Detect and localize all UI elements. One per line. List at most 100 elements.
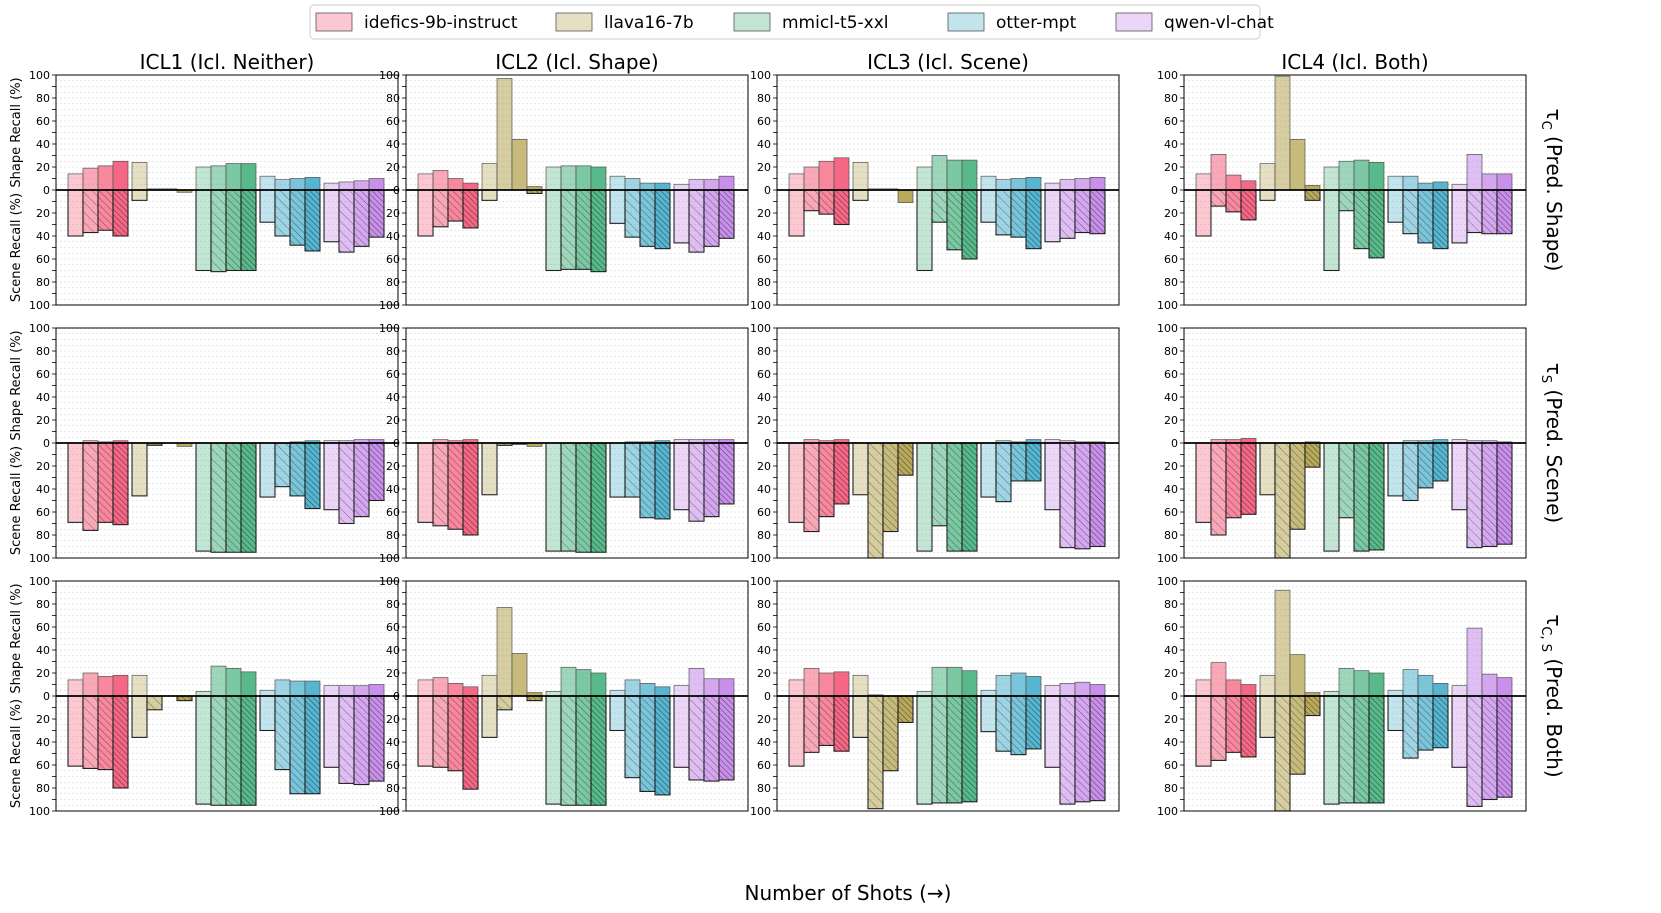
bar-shape-recall bbox=[803, 166, 820, 191]
bar-shape-recall bbox=[1044, 685, 1061, 697]
bar-shape-recall bbox=[688, 668, 705, 697]
y-tick-label: 60 bbox=[757, 506, 771, 519]
bar-scene-recall bbox=[980, 442, 997, 498]
bar-scene-hatch bbox=[1369, 190, 1384, 258]
bar-shape-recall bbox=[1010, 178, 1027, 191]
y-tick-label: 60 bbox=[1164, 506, 1178, 519]
bar-scene-hatch bbox=[98, 190, 113, 231]
bar-scene-hatch bbox=[898, 696, 913, 723]
bar-shape-recall bbox=[447, 682, 464, 697]
bar-shape-recall bbox=[575, 165, 592, 191]
bar-scene-recall bbox=[417, 695, 434, 767]
bar-shape-recall bbox=[462, 686, 479, 697]
bar-scene-hatch bbox=[1075, 443, 1090, 549]
y-tick-label: 60 bbox=[36, 253, 50, 266]
y-tick-label: 60 bbox=[757, 253, 771, 266]
bar-scene-hatch bbox=[1339, 696, 1354, 803]
y-tick-label: 20 bbox=[36, 207, 50, 220]
bar-scene-hatch bbox=[1403, 696, 1418, 759]
y-tick-label: 100 bbox=[29, 69, 50, 82]
bar-shape-recall bbox=[195, 166, 212, 191]
legend-item: qwen-vl-chat bbox=[1115, 12, 1274, 33]
y-tick-label: 60 bbox=[386, 759, 400, 772]
bar-scene-hatch bbox=[576, 443, 591, 553]
bar-shape-recall bbox=[995, 674, 1012, 697]
y-axis-label-scene: Scene Recall (%) bbox=[9, 699, 24, 808]
bar-scene-hatch bbox=[719, 190, 734, 239]
y-tick-label: 40 bbox=[386, 736, 400, 749]
y-tick-label: 20 bbox=[1164, 713, 1178, 726]
panel: 100 80 60 40 20 0 20 40 60 80 100 bbox=[379, 69, 749, 312]
y-tick-label: 40 bbox=[36, 736, 50, 749]
y-tick-label: 100 bbox=[379, 299, 400, 312]
bar-scene-hatch bbox=[1482, 696, 1497, 800]
bar-scene-hatch bbox=[83, 443, 98, 531]
bar-scene-hatch bbox=[275, 696, 290, 770]
bar-scene-hatch bbox=[1211, 190, 1226, 207]
bar-scene-hatch bbox=[527, 190, 542, 194]
y-tick-label: 80 bbox=[1164, 92, 1178, 105]
bar-shape-recall bbox=[131, 162, 148, 191]
bar-scene-hatch bbox=[932, 190, 947, 223]
bar-scene-hatch bbox=[211, 190, 226, 272]
bar-scene-hatch bbox=[1467, 443, 1482, 548]
bar-shape-recall bbox=[545, 166, 562, 191]
bar-shape-recall bbox=[788, 679, 805, 697]
bar-scene-hatch bbox=[883, 696, 898, 771]
panel-frame bbox=[405, 74, 749, 306]
bar-shape-recall bbox=[496, 607, 513, 697]
bar-scene-recall bbox=[67, 442, 84, 523]
bar-scene-hatch bbox=[177, 696, 192, 701]
y-tick-label: 80 bbox=[1164, 782, 1178, 795]
bar-shape-recall bbox=[1387, 175, 1404, 191]
bar-scene-hatch bbox=[433, 443, 448, 526]
y-tick-label: 40 bbox=[1164, 391, 1178, 404]
bar-scene-recall bbox=[609, 189, 626, 224]
bar-shape-recall bbox=[946, 666, 963, 697]
bar-scene-recall bbox=[673, 189, 690, 244]
bar-scene-recall bbox=[673, 442, 690, 511]
bar-scene-hatch bbox=[996, 190, 1011, 235]
bar-scene-hatch bbox=[640, 443, 655, 518]
bar-shape-recall bbox=[368, 178, 385, 191]
bar-shape-recall bbox=[1210, 154, 1227, 191]
bar-scene-recall bbox=[67, 695, 84, 767]
bar-scene-recall bbox=[195, 442, 212, 552]
bar-scene-hatch bbox=[290, 190, 305, 246]
y-tick-label: 40 bbox=[386, 230, 400, 243]
bar-shape-recall bbox=[1259, 674, 1276, 697]
bar-shape-recall bbox=[1432, 682, 1449, 697]
panel: 100 80 60 40 20 0 20 40 60 80 100 Shape Recall (%) S… bbox=[9, 69, 399, 312]
bar-scene-hatch bbox=[463, 696, 478, 790]
panel-frame bbox=[776, 580, 1120, 812]
bar-scene-hatch bbox=[834, 696, 849, 752]
bar-shape-recall bbox=[703, 678, 720, 697]
y-tick-label: 20 bbox=[757, 460, 771, 473]
bar-scene-hatch bbox=[1226, 190, 1241, 212]
bar-shape-recall bbox=[338, 685, 355, 697]
y-tick-label: 20 bbox=[757, 207, 771, 220]
legend-swatch bbox=[1115, 12, 1153, 32]
bar-shape-recall bbox=[788, 173, 805, 191]
y-tick-label: 20 bbox=[1164, 414, 1178, 427]
bar-shape-recall bbox=[688, 179, 705, 191]
bar-scene-hatch bbox=[1403, 190, 1418, 234]
panel-frame bbox=[55, 580, 399, 812]
bar-scene-hatch bbox=[1060, 190, 1075, 239]
bar-shape-recall bbox=[560, 666, 577, 697]
bar-shape-recall bbox=[1059, 179, 1076, 191]
bar-shape-recall bbox=[97, 676, 114, 697]
y-tick-label: 60 bbox=[1164, 253, 1178, 266]
bar-scene-hatch bbox=[241, 696, 256, 806]
bar-scene-hatch bbox=[339, 443, 354, 524]
bar-shape-recall bbox=[833, 671, 850, 697]
bar-shape-recall bbox=[560, 165, 577, 191]
y-tick-label: 100 bbox=[379, 575, 400, 588]
y-tick-label: 80 bbox=[386, 598, 400, 611]
bar-scene-hatch bbox=[704, 190, 719, 247]
bar-scene-hatch bbox=[354, 443, 369, 517]
bar-shape-recall bbox=[897, 189, 914, 203]
bar-scene-recall bbox=[259, 189, 276, 223]
y-tick-label: 60 bbox=[386, 253, 400, 266]
legend-label: llava16-7b bbox=[604, 13, 694, 33]
